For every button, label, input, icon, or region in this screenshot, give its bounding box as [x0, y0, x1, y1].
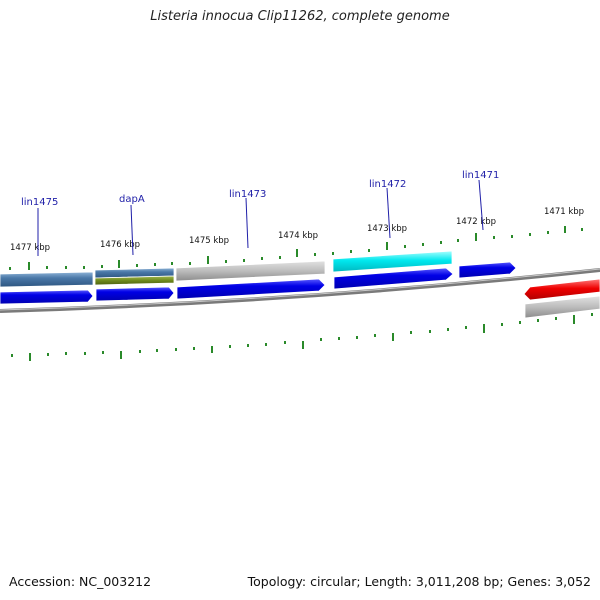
gene-label-lin1475[interactable]: lin1475: [21, 197, 58, 208]
gene-label-dapA[interactable]: dapA: [119, 194, 145, 205]
cds-arrow-lin1473[interactable]: [176, 278, 326, 300]
cds-arrow-dapA[interactable]: [95, 286, 175, 302]
map-title: Listeria innocua Clip11262, complete gen…: [150, 9, 450, 24]
lower-ticks: [11, 313, 593, 361]
kbp-label: 1475 kbp: [189, 236, 229, 246]
cds-arrow-lin1475[interactable]: [0, 289, 94, 305]
cds-arrow-lin1472[interactable]: [333, 267, 454, 290]
reverse-track: [523, 278, 600, 319]
kbp-label: 1473 kbp: [367, 224, 407, 234]
kbp-label: 1476 kbp: [100, 240, 140, 250]
feature-track-upper: [0, 250, 453, 288]
kbp-label: 1471 kbp: [544, 207, 584, 217]
feature-grey-lin1473[interactable]: [175, 260, 326, 282]
gene-label-lin1473[interactable]: lin1473: [229, 189, 266, 200]
feature-olive-dapA[interactable]: [94, 275, 175, 286]
gene-label-lin1472[interactable]: lin1472: [369, 179, 406, 190]
kbp-label: 1474 kbp: [278, 231, 318, 241]
feature-cyan-lin1472[interactable]: [332, 250, 453, 273]
feature-steelblue-left[interactable]: [0, 271, 94, 288]
upper-ticks: [9, 226, 583, 270]
genome-summary: Topology: circular; Length: 3,011,208 bp…: [247, 574, 591, 589]
feature-grey-reverse[interactable]: [524, 295, 600, 319]
cds-arrow-lin1471[interactable]: [458, 261, 517, 279]
genome-backbone-highlight: [0, 268, 600, 311]
genome-backbone: [0, 268, 600, 313]
kbp-label: 1477 kbp: [10, 243, 50, 253]
cds-arrow-reverse-red[interactable]: [523, 278, 600, 301]
kbp-label: 1472 kbp: [456, 217, 496, 227]
accession-label: Accession: NC_003212: [9, 574, 152, 589]
cds-track: [0, 261, 517, 305]
gene-label-lin1471[interactable]: lin1471: [462, 170, 499, 181]
gene-label-leaders: [37, 179, 484, 256]
